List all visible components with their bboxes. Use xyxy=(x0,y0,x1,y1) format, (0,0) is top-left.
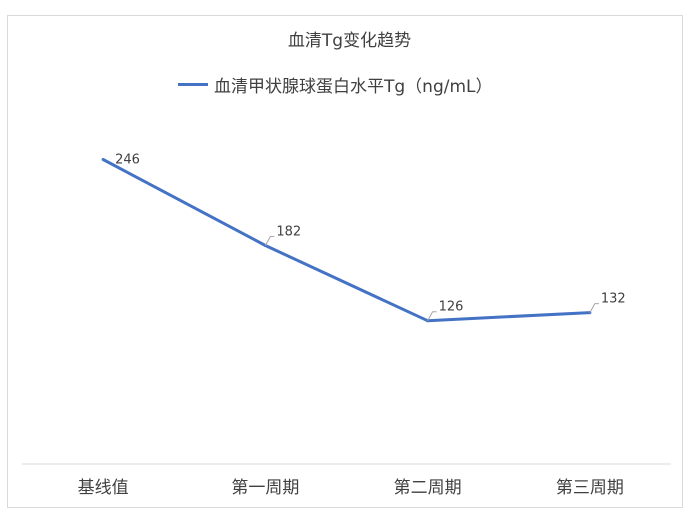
data-label: 132 xyxy=(601,292,626,307)
legend: 血清甲状腺球蛋白水平Tg（ng/mL） xyxy=(178,72,493,97)
x-tick-label: 第一周期 xyxy=(231,478,299,498)
x-tick-layer: 基线值 第一周期 第二周期 第三周期 xyxy=(78,478,624,498)
data-label-leader-line xyxy=(589,303,599,313)
data-label-leader-line xyxy=(264,235,275,246)
data-label-leader-line xyxy=(427,311,437,321)
data-label: 182 xyxy=(276,224,301,239)
x-tick-label: 第三周期 xyxy=(556,478,624,498)
data-label: 126 xyxy=(439,300,464,315)
chart-area xyxy=(7,15,683,508)
data-label-layer: 246 182 126 132 xyxy=(115,152,626,321)
chart-title: 血清Tg变化趋势 xyxy=(287,31,412,51)
x-tick-label: 第二周期 xyxy=(394,478,462,498)
data-point xyxy=(101,157,105,161)
legend-label: 血清甲状腺球蛋白水平Tg（ng/mL） xyxy=(214,77,493,97)
series-line xyxy=(102,158,590,323)
data-label: 246 xyxy=(115,152,140,167)
x-tick-label: 基线值 xyxy=(78,478,129,498)
legend-line-swatch xyxy=(178,83,208,86)
series-layer xyxy=(101,157,592,323)
